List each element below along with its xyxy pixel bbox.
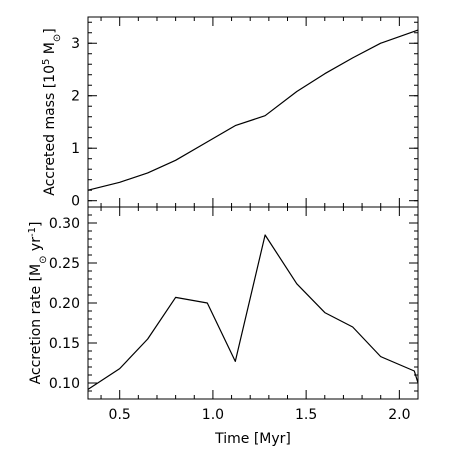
accretion-rate-series-line — [87, 234, 419, 390]
accreted-mass-y-tick-label: 2 — [71, 89, 80, 105]
accreted-mass-axis-label: Accreted mass [105 M⊙] — [41, 28, 63, 196]
accreted-mass-y-tick-label: 1 — [71, 141, 80, 157]
accretion-rate-axis-label: Accretion rate [M⊙ yr-1] — [27, 222, 49, 385]
time-axis-label: Time [Myr] — [214, 431, 291, 447]
accretion-rate-x-tick-label: 2.0 — [388, 407, 410, 423]
accretion-rate-x-tick-label: 1.5 — [295, 407, 317, 423]
accreted-mass-y-tick-label: 3 — [71, 36, 80, 52]
accretion-rate-y-tick-label: 0.30 — [49, 216, 80, 232]
accretion-rate-x-tick-label: 0.5 — [109, 407, 131, 423]
accretion-rate-y-tick-label: 0.10 — [49, 376, 80, 392]
accreted-mass-panel: 0 1 2 3 Accreted mass [105 M⊙] — [41, 16, 419, 210]
accreted-mass-y-tick-label: 0 — [71, 194, 80, 210]
accretion-rate-y-tick-label: 0.25 — [49, 256, 80, 272]
accreted-mass-series-line — [87, 29, 419, 191]
accretion-rate-y-tick-label: 0.15 — [49, 336, 80, 352]
accretion-rate-x-tick-label: 1.0 — [202, 407, 224, 423]
accretion-rate-panel: 0.10 0.15 0.20 0.25 0.30 0.5 1.0 1.5 2.0 Accreti… — [27, 206, 419, 447]
accretion-rate-plot-frame — [87, 206, 419, 400]
accretion-rate-y-tick-label: 0.20 — [49, 296, 80, 312]
accreted-mass-plot-frame — [87, 16, 419, 208]
